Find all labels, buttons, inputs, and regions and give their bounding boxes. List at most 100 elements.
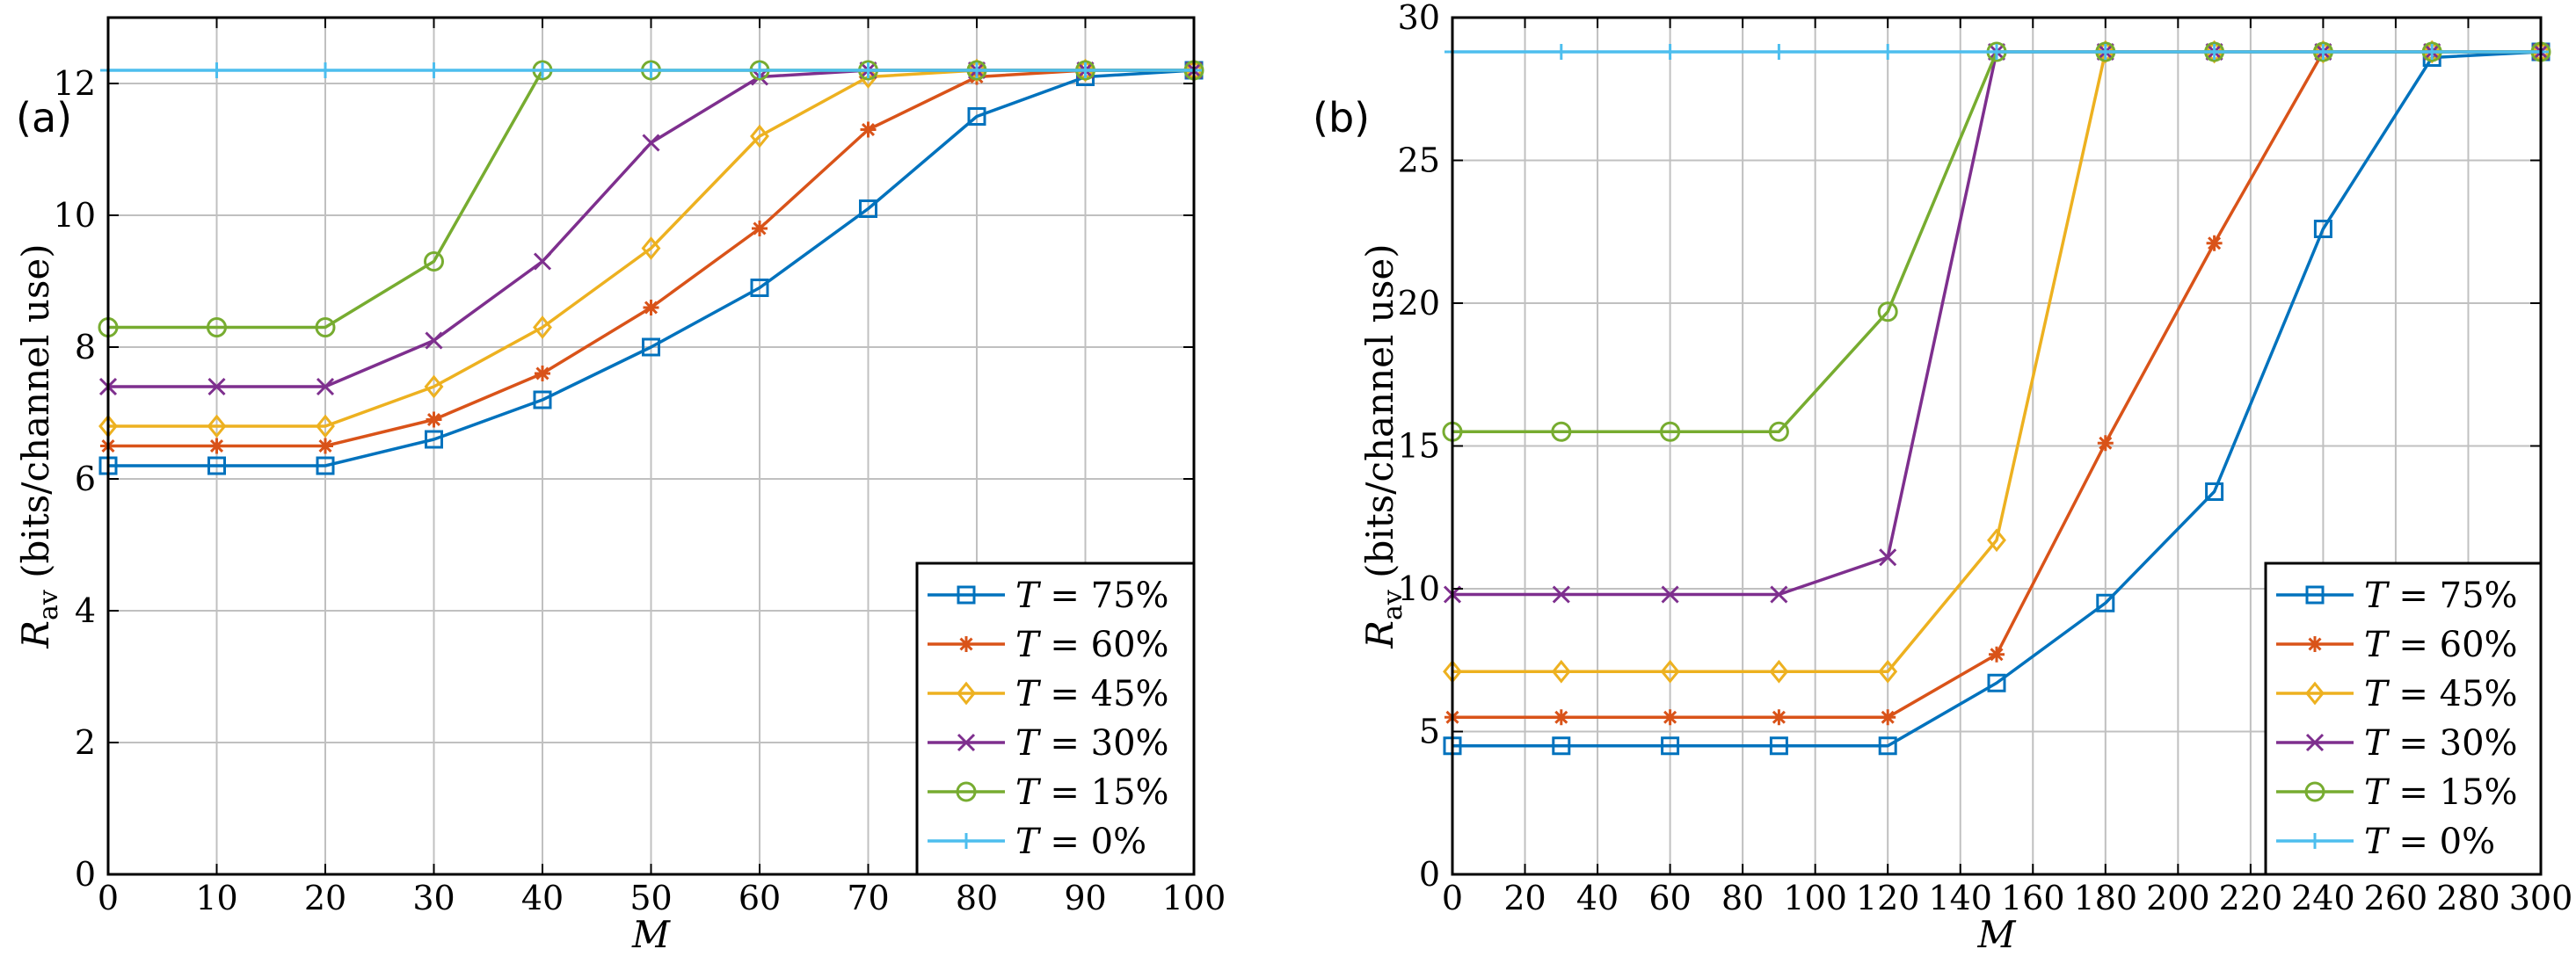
legend-label: T = 60% [2364,625,2518,665]
legend-marker [957,585,976,605]
x-tick-label: 180 [2074,879,2138,917]
data-point [207,317,227,337]
data-point [207,414,227,438]
legend-label: T = 0% [1015,822,1146,862]
data-point [1880,709,1896,726]
data-point [316,456,335,475]
data-point [1551,421,1572,442]
legend-label-value: = 30% [2388,723,2518,764]
legend-label-value: = 60% [2388,625,2518,665]
data-point [317,438,333,454]
data-point [535,62,550,78]
legend-entry: T = 45% [928,674,1169,714]
x-tick-label: 280 [2436,879,2500,917]
data-point [533,252,552,271]
data-point [426,411,442,428]
legend-label-variable: T [2364,772,2390,813]
x-tick-label: 160 [2001,879,2065,917]
x-tick-label: 80 [956,879,998,917]
legend-label: T = 75% [1015,576,1169,616]
x-tick-label: 220 [2219,879,2283,917]
data-point [424,374,444,399]
x-tick-label: 30 [412,879,455,917]
x-tick-label: 20 [1503,879,1546,917]
x-tick-label: 0 [98,879,119,917]
data-point [1989,646,2005,663]
legend-entry: T = 60% [928,625,1169,665]
data-point [1878,659,1898,684]
x-tick-label: 60 [1648,879,1691,917]
legend-label-value: = 45% [1039,674,1169,714]
legend-label: T = 30% [2364,723,2518,764]
data-point [317,62,333,78]
data-point [208,62,225,78]
x-tick-label: 40 [521,879,564,917]
y-tick-label: 30 [1398,0,1440,37]
data-point [1661,736,1680,756]
legend-entry: T = 45% [2276,674,2518,714]
data-point [316,377,335,396]
data-point [1077,62,1094,78]
x-tick-label: 60 [739,879,781,917]
x-tick-label: 120 [1856,879,1920,917]
data-point [535,366,550,381]
data-point [2205,482,2224,501]
data-point [1551,659,1571,684]
x-tick-label: 90 [1064,879,1106,917]
data-point [1769,736,1788,756]
data-point [207,456,226,475]
x-tick-label: 70 [847,879,889,917]
data-point [1553,44,1569,60]
x-tick-label: 200 [2146,879,2210,917]
data-point [533,390,552,409]
y-axis-label-subscript: av [33,590,64,620]
x-tick-label: 240 [2291,879,2355,917]
x-tick-label: 50 [629,879,672,917]
data-point [316,414,335,438]
data-point [1877,301,1898,322]
chart-panel-b: 0 20 40 60 80 100 120 140 160 180 200 220 240 260 280 3… [1313,0,2572,956]
data-point [425,331,443,350]
x-tick-label: 80 [1721,879,1764,917]
data-point [426,62,442,78]
data-point [1878,736,1897,756]
legend-label-variable: T [2364,822,2390,862]
legend-label: T = 30% [1015,723,1169,764]
x-tick-label: 300 [2509,879,2573,917]
legend-label: T = 45% [1015,674,1169,714]
legend-marker [2305,681,2325,706]
legend-marker [957,681,976,706]
legend-box [915,562,1196,876]
y-tick-label: 12 [54,64,96,103]
data-point [1879,548,1897,567]
legend-marker [956,781,977,802]
panel-label: (b) [1313,94,1370,141]
data-point [1770,585,1788,604]
legend-marker [2305,585,2325,605]
legend-marker [2305,733,2325,752]
data-point [750,124,769,149]
y-tick-label: 8 [75,328,96,366]
x-tick-label: 20 [304,879,346,917]
legend-entry: T = 30% [928,723,1169,764]
data-point [1768,421,1789,442]
legend-label: T = 75% [2364,576,2518,616]
series-t-0 [100,62,1202,78]
legend-label-value: = 0% [1039,822,1146,862]
data-point [1552,585,1570,604]
legend-label-variable: T [1015,576,1042,616]
legend-label-variable: T [2364,576,2390,616]
legend-label-value: = 15% [2388,772,2518,813]
legend-marker [958,636,974,652]
data-point [1660,659,1680,684]
y-axis-label-units: (bits/channel use) [1358,243,1401,590]
legend-entry: T = 60% [2276,625,2518,665]
series-line [108,69,1195,467]
data-point [969,62,985,78]
legend-label-value: = 60% [1039,625,1169,665]
legend-marker [2304,781,2325,802]
legend-label: T = 15% [2364,772,2518,813]
y-tick-label: 6 [75,460,96,498]
legend-marker [2307,833,2323,849]
